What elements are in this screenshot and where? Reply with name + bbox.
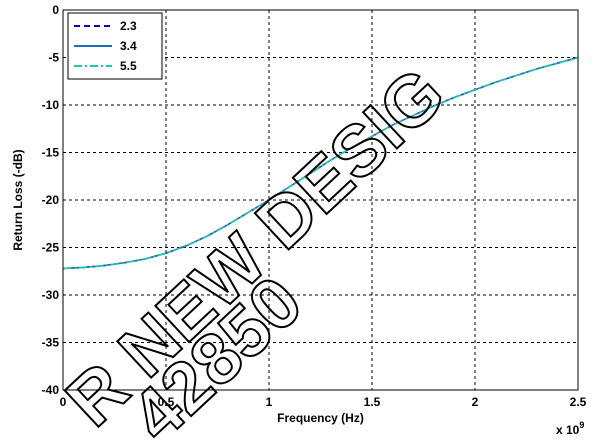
legend-label: 3.4 — [120, 39, 137, 53]
x-tick-label: 1 — [266, 395, 273, 409]
tick-labels: 0 0.5 1 1.5 2 2.5 0 -5 -10 -15 -20 -25 -30 -35 -40 — [42, 3, 587, 409]
y-tick-label: -15 — [42, 146, 60, 160]
x-multiplier-exponent: 9 — [579, 420, 584, 430]
x-tick-label: 0.5 — [158, 395, 175, 409]
series-layer — [62, 56, 579, 270]
x-tick-label: 2.5 — [570, 395, 587, 409]
x-tick-label: 2 — [472, 395, 479, 409]
x-tick-label: 1.5 — [364, 395, 381, 409]
y-tick-label: 0 — [52, 3, 59, 17]
legend: 2.3 3.4 5.5 — [67, 12, 163, 80]
legend-label: 2.3 — [120, 19, 137, 33]
legend-label: 5.5 — [120, 59, 137, 73]
y-axis-label: Return Loss (-dB) — [11, 149, 25, 250]
y-tick-label: -35 — [42, 336, 60, 350]
x-tick-label: 0 — [60, 395, 67, 409]
x-axis-multiplier: x 109 — [556, 420, 584, 437]
series-line-5-5 — [62, 56, 579, 270]
y-tick-label: -25 — [42, 241, 60, 255]
y-tick-label: -30 — [42, 288, 60, 302]
y-tick-label: -20 — [42, 193, 60, 207]
plot-frame — [62, 9, 579, 391]
y-tick-label: -5 — [48, 51, 59, 65]
x-axis-label: Frequency (Hz) — [277, 411, 364, 425]
x-multiplier-base: x 10 — [556, 423, 580, 437]
y-tick-label: -40 — [42, 383, 60, 397]
y-tick-label: -10 — [42, 98, 60, 112]
